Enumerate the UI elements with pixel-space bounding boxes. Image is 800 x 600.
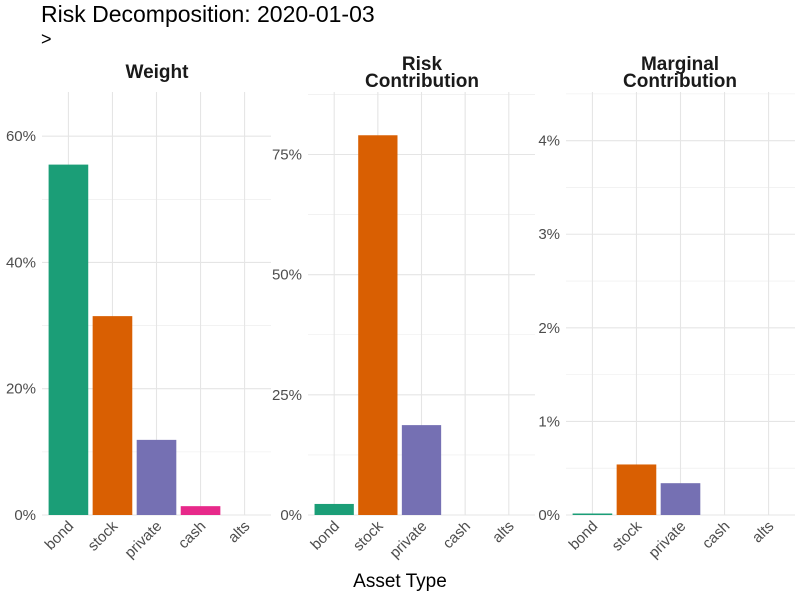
bar-private xyxy=(401,425,442,515)
chart-title: Risk Decomposition: 2020-01-03 xyxy=(41,1,375,27)
y-tick-label: 0% xyxy=(14,507,36,524)
x-tick-label: bond xyxy=(307,518,343,554)
x-tick-label: alts xyxy=(489,518,518,547)
bar-cash xyxy=(180,506,221,515)
x-axis-label: Asset Type xyxy=(353,571,447,592)
x-tick-label: stock xyxy=(609,517,646,554)
y-tick-label: 40% xyxy=(6,254,36,271)
x-tick-label: stock xyxy=(350,517,387,554)
bar-stock xyxy=(92,316,133,515)
bar-bond xyxy=(48,164,89,515)
y-tick-label: 3% xyxy=(538,226,560,243)
bar-stock xyxy=(358,135,398,516)
y-tick-label: 25% xyxy=(272,387,302,404)
y-tick-label: 0% xyxy=(280,507,302,524)
bar-bond xyxy=(314,503,354,515)
x-tick-label: private xyxy=(645,518,689,562)
y-tick-label: 50% xyxy=(272,267,302,284)
x-tick-label: cash xyxy=(440,518,474,552)
x-tick-label: cash xyxy=(175,518,209,552)
bar-private xyxy=(660,483,701,515)
bar-stock xyxy=(616,464,657,515)
y-tick-label: 2% xyxy=(538,320,560,337)
x-tick-label: alts xyxy=(749,518,778,547)
bar-bond xyxy=(572,513,613,515)
x-tick-label: alts xyxy=(225,518,254,547)
y-tick-label: 20% xyxy=(6,381,36,398)
facet-title: Contribution xyxy=(623,71,737,92)
x-tick-label: bond xyxy=(566,518,602,554)
chart-subtitle: > xyxy=(41,29,52,49)
x-tick-label: private xyxy=(121,518,165,562)
facet-title: Risk xyxy=(402,54,443,75)
bar-private xyxy=(136,439,177,515)
x-tick-label: cash xyxy=(699,518,733,552)
facet-title: Weight xyxy=(126,62,190,83)
y-tick-label: 4% xyxy=(538,133,560,150)
y-tick-label: 0% xyxy=(538,507,560,524)
x-tick-label: private xyxy=(386,518,430,562)
y-tick-label: 1% xyxy=(538,413,560,430)
y-tick-label: 75% xyxy=(272,146,302,163)
facet-title: Contribution xyxy=(365,71,479,92)
y-tick-label: 60% xyxy=(6,128,36,145)
x-tick-label: stock xyxy=(85,517,122,554)
x-tick-label: bond xyxy=(42,518,78,554)
facet-title: Marginal xyxy=(641,54,719,75)
